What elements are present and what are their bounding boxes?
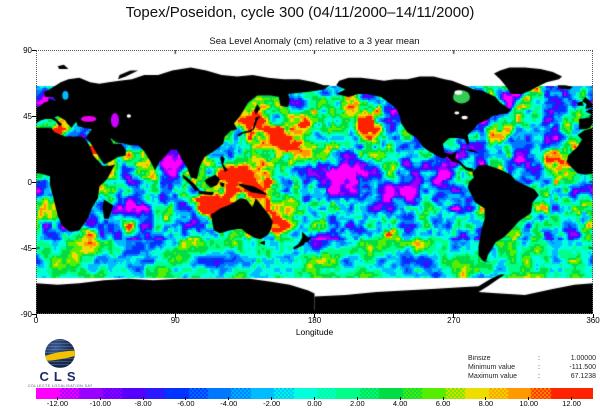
stat-value: 1.00000 [570, 355, 596, 362]
colorbar-tick [528, 397, 530, 400]
x-axis-tick [453, 314, 455, 318]
stat-value: -111.500 [569, 364, 596, 371]
colorbar-tick [571, 397, 573, 400]
map-plot [36, 50, 593, 314]
stat-label: Minimum value [468, 364, 516, 371]
colorbar-tick-label: 10.00 [519, 399, 539, 408]
y-axis-tick [32, 115, 36, 117]
y-axis-tick [32, 181, 36, 183]
colorbar-tick-label: 6.00 [435, 399, 451, 408]
x-axis-tick [592, 314, 594, 318]
x-axis-tick [314, 314, 315, 318]
page-title: Topex/Poseidon, cycle 300 (04/11/2000–14… [125, 4, 475, 21]
colorbar-tick-label: 0.00 [307, 399, 322, 408]
x-axis-tick [35, 314, 37, 318]
colorbar-tick-label: 4.00 [392, 399, 408, 408]
stats-block: Binsize: 1.00000 Minimum value: -111.500 Max… [468, 355, 596, 382]
chart-subtitle: Sea Level Anomaly (cm) relative to a 3 y… [209, 36, 420, 47]
y-axis-title: Latitude [0, 193, 36, 207]
cls-globe-icon [45, 339, 75, 368]
y-tick-label: -90 [20, 309, 32, 319]
x-tick-label: 360 [586, 316, 600, 325]
colorbar-tick [142, 397, 144, 400]
colorbar-tick [185, 397, 187, 400]
x-tick-label: 0 [33, 316, 39, 325]
x-axis-tick [174, 314, 176, 318]
logo-tagline: COLLECTE LOCALISATION SATELLITES [28, 384, 92, 388]
stat-value: 67.1238 [570, 373, 596, 380]
logo-text: CLS [39, 369, 81, 384]
colorbar-tick [56, 397, 58, 400]
colorbar-tick [99, 397, 101, 400]
stat-separator: : [538, 355, 540, 362]
colorbar-tick-label: 12.00 [562, 399, 581, 408]
logo-swoosh-icon [45, 348, 75, 363]
x-tick-label: 90 [170, 316, 180, 325]
colorbar-tick [228, 397, 230, 400]
y-tick-label: 0 [27, 177, 32, 187]
stat-separator: : [538, 364, 540, 371]
x-tick-label: 270 [447, 316, 461, 325]
colorbar-tick-label: -6.00 [177, 399, 195, 408]
stat-label: Maximum value [468, 373, 518, 380]
stat-label: Binsize [468, 355, 491, 362]
y-axis-tick [32, 247, 36, 249]
colorbar-tick [485, 397, 487, 400]
y-tick-label: 90 [23, 45, 32, 55]
y-tick-label: -45 [20, 243, 32, 253]
x-tick-label: 180 [307, 316, 322, 325]
stat-separator: : [538, 373, 540, 380]
colorbar-tick-label: 8.00 [478, 399, 494, 408]
colorbar-tick-label: -10.00 [89, 399, 111, 408]
colorbar-tick-label: -2.00 [263, 399, 281, 408]
colorbar-tick [356, 397, 358, 400]
colorbar-tick [442, 397, 444, 400]
colorbar-tick [271, 397, 273, 400]
colorbar [36, 386, 593, 399]
y-axis-tick [32, 49, 36, 51]
cls-logo: CLS COLLECTE LOCALISATION SATELLITES [28, 339, 92, 388]
y-axis-tick [32, 313, 36, 315]
colorbar-canvas [36, 388, 593, 399]
colorbar-tick-label: -12.00 [46, 399, 69, 408]
sea-level-anomaly-map [36, 50, 593, 314]
x-axis-title: Longitude [295, 327, 334, 337]
colorbar-tick-label: -4.00 [220, 399, 238, 408]
colorbar-tick [314, 397, 315, 400]
colorbar-tick-label: -8.00 [134, 399, 152, 408]
colorbar-tick-label: 2.00 [350, 399, 365, 408]
y-tick-label: 45 [23, 111, 32, 121]
colorbar-tick [399, 397, 401, 400]
